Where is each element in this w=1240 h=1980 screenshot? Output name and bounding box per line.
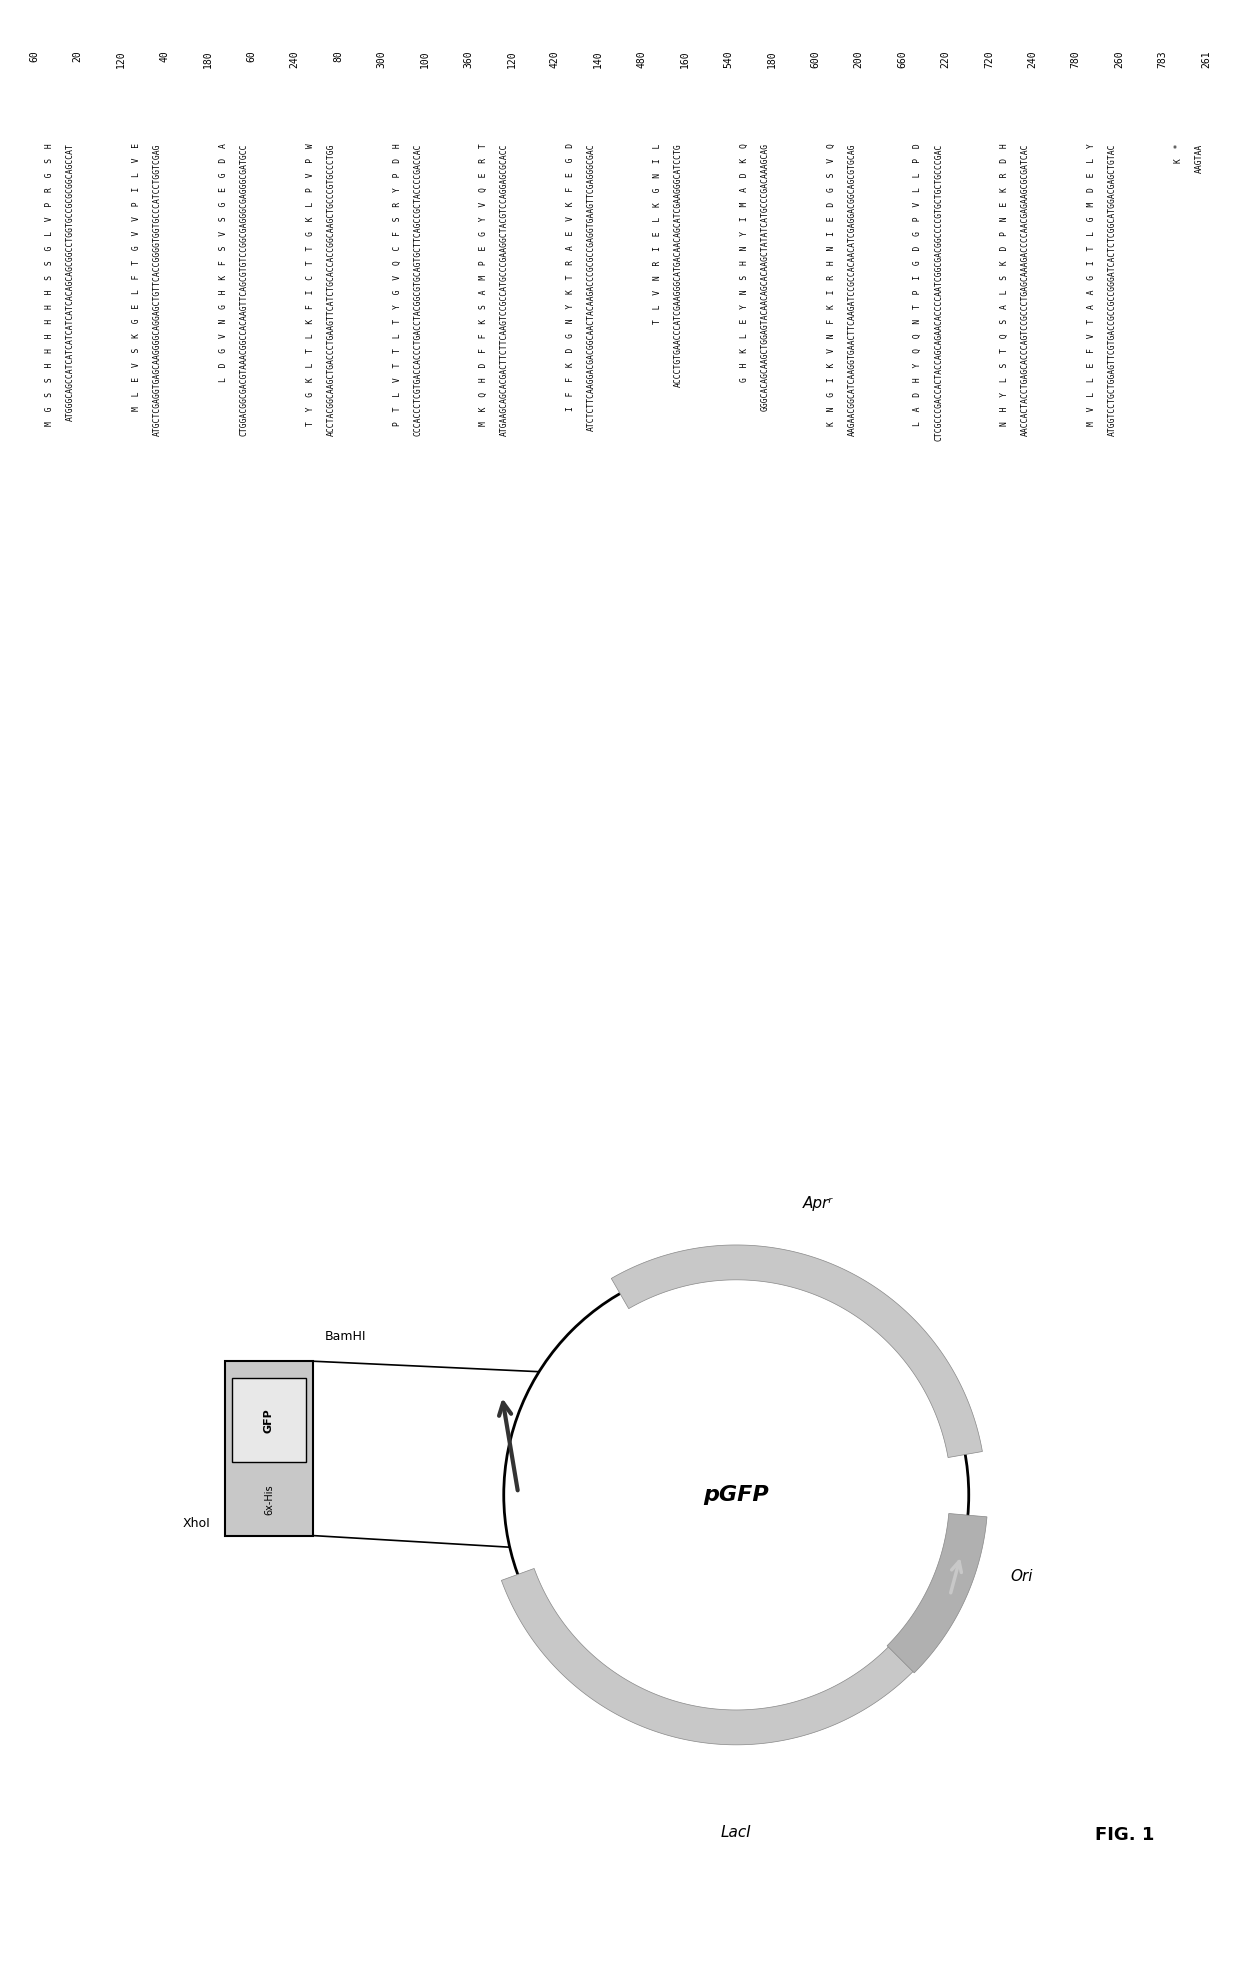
Polygon shape	[887, 1513, 987, 1673]
Text: 60: 60	[29, 51, 40, 63]
Text: AAGAACGGCATCAAGGTGAACTTCAAGATCCGCCACAACATCGAGGACGGCAGCGTGCAG: AAGAACGGCATCAAGGTGAACTTCAAGATCCGCCACAACA…	[847, 143, 857, 436]
Text: 720: 720	[983, 51, 994, 69]
Text: Ori: Ori	[1011, 1568, 1033, 1584]
Text: 120: 120	[115, 51, 126, 69]
Text: 780: 780	[1070, 51, 1081, 69]
Text: N  H  Y  L  S  T  Q  S  A  L  S  K  D  P  N  E  K  R  D  H: N H Y L S T Q S A L S K D P N E K R D H	[1001, 143, 1009, 426]
Bar	[224, 1360, 312, 1536]
Text: T  L  V  N  R  I  E  L  K  G  N  I  L: T L V N R I E L K G N I L	[653, 143, 662, 323]
Text: 783: 783	[1157, 51, 1168, 69]
Text: 360: 360	[463, 51, 474, 69]
Text: AAGTAA: AAGTAA	[1194, 143, 1204, 172]
Text: Aprʳ: Aprʳ	[802, 1196, 833, 1212]
Text: P  T  L  V  T  T  L  T  Y  G  V  Q  C  F  S  R  Y  P  D  H: P T L V T T L T Y G V Q C F S R Y P D H	[393, 143, 402, 426]
Text: ATCTCTTCAAGGACGACGGCAACTACAAGACCCGCGCCGAGGTGAAGTTCGAGGGCGAC: ATCTCTTCAAGGACGACGGCAACTACAAGACCCGCGCCGA…	[587, 143, 596, 432]
Text: G  H  K  L  E  Y  N  S  H  N  Y  I  M  A  D  K  Q: G H K L E Y N S H N Y I M A D K Q	[740, 143, 749, 382]
Text: K  N  G  I  K  V  N  F  K  I  R  H  N  I  E  D  G  S  V  Q: K N G I K V N F K I R H N I E D G S V Q	[827, 143, 836, 426]
Text: 6x-His: 6x-His	[264, 1485, 274, 1515]
Text: L  D  G  V  N  G  H  K  F  S  V  S  G  E  G  D  A: L D G V N G H K F S V S G E G D A	[219, 143, 228, 382]
Text: 80: 80	[332, 51, 343, 63]
Text: 220: 220	[940, 51, 951, 69]
Text: GGGCACAGCAAGCTGGAGTACAACAGCACAAGCTATATCATGCCCGACAAAGCAG: GGGCACAGCAAGCTGGAGTACAACAGCACAAGCTATATCA…	[760, 143, 770, 412]
Text: pGFP: pGFP	[703, 1485, 769, 1505]
Text: M  K  Q  H  D  F  F  K  S  A  M  P  E  G  Y  V  Q  E  R  T: M K Q H D F F K S A M P E G Y V Q E R T	[480, 143, 489, 426]
Text: GFP: GFP	[264, 1408, 274, 1434]
Text: 660: 660	[897, 51, 908, 69]
Text: M  V  L  L  E  F  V  T  A  A  G  I  T  L  G  M  D  E  L  Y: M V L L E F V T A A G I T L G M D E L Y	[1087, 143, 1096, 426]
Polygon shape	[611, 1245, 982, 1457]
Text: CTCGCCCGACCACTACCAGCAGAACACCCCAATCGGCGACGGCCCCGTGCTGCTGCCCGAC: CTCGCCCGACCACTACCAGCAGAACACCCCAATCGGCGAC…	[934, 143, 944, 442]
Text: L  A  D  H  Y  Q  Q  N  T  P  I  G  D  G  P  V  L  L  P  D: L A D H Y Q Q N T P I G D G P V L L P D	[914, 143, 923, 426]
Text: 180: 180	[766, 51, 777, 69]
Text: 600: 600	[810, 51, 821, 69]
Text: 60: 60	[246, 51, 257, 63]
Text: ATGAAGCAGCACGACTTCTTCAAGTCCGCCATGCCCGAAGGCTACGTCCAGGAGCGCACC: ATGAAGCAGCACGACTTCTTCAAGTCCGCCATGCCCGAAG…	[500, 143, 510, 436]
Text: BamHI: BamHI	[325, 1331, 366, 1342]
Text: 20: 20	[72, 51, 83, 63]
Text: K  *: K *	[1174, 143, 1183, 162]
Text: 261: 261	[1200, 51, 1211, 69]
Text: 240: 240	[1027, 51, 1038, 69]
Text: LacI: LacI	[720, 1826, 751, 1839]
Text: 120: 120	[506, 51, 517, 69]
Text: 240: 240	[289, 51, 300, 69]
Text: M  G  S  S  H  H  H  H  H  H  S  S  G  L  V  P  R  G  S  H: M G S S H H H H H H S S G L V P R G S H	[46, 143, 55, 426]
Text: FIG. 1: FIG. 1	[1095, 1826, 1154, 1843]
Text: CTGGACGGCGACGTAAACGGCCACAAGTTCAGCGTGTCCGGCGAGGGCGAGGGCGATGCC: CTGGACGGCGACGTAAACGGCCACAAGTTCAGCGTGTCCG…	[239, 143, 249, 436]
Text: XhoI: XhoI	[184, 1517, 211, 1531]
Text: 540: 540	[723, 51, 734, 69]
Text: ATGGTCCTGCTGGAGTTCGTGACCGCCGCCGGGATCACTCTCGGCATGGACGAGCTGTAC: ATGGTCCTGCTGGAGTTCGTGACCGCCGCCGGGATCACTC…	[1107, 143, 1117, 436]
Text: M  L  E  V  S  K  G  E  L  F  T  G  V  V  P  I  L  V  E: M L E V S K G E L F T G V V P I L V E	[133, 143, 141, 412]
Text: I  F  F  K  D  G  N  Y  K  T  R  A  E  V  K  F  E  G  D: I F F K D G N Y K T R A E V K F E G D	[567, 143, 575, 412]
Text: 40: 40	[159, 51, 170, 63]
Bar	[232, 1378, 306, 1463]
Text: AACCACTACCTGAGCACCCAGTCCGCCCTGAGCAAAGACCCCAACGAGAAGCGCGATCAC: AACCACTACCTGAGCACCCAGTCCGCCCTGAGCAAAGACC…	[1021, 143, 1030, 436]
Text: 100: 100	[419, 51, 430, 69]
Text: ATGCTCGAGGTGAGCAAGGGGCAGGAGCTGTTCACCGGGGTGGTGCCCATCCTGGTCGAG: ATGCTCGAGGTGAGCAAGGGGCAGGAGCTGTTCACCGGGG…	[153, 143, 162, 436]
Text: CCCACCCTCGTGACCACCCTGACCTACGGCGTGCAGTGCTTCAGCCGCTACCCCGACCAC: CCCACCCTCGTGACCACCCTGACCTACGGCGTGCAGTGCT…	[413, 143, 423, 436]
Text: 180: 180	[202, 51, 213, 69]
Text: 200: 200	[853, 51, 864, 69]
Text: T  Y  G  K  L  T  L  K  F  I  C  T  T  G  K  L  P  V  P  W: T Y G K L T L K F I C T T G K L P V P W	[306, 143, 315, 426]
Text: 480: 480	[636, 51, 647, 69]
Polygon shape	[501, 1550, 977, 1744]
Text: ATGGGCAGCCATCATCATCATCATCACAGCAGCGGCCTGGTGCCGCGCGGCAGCCAT: ATGGGCAGCCATCATCATCATCATCACAGCAGCGGCCTGG…	[66, 143, 76, 422]
Text: 300: 300	[376, 51, 387, 69]
Text: 140: 140	[593, 51, 604, 69]
Text: 420: 420	[549, 51, 560, 69]
Text: 260: 260	[1114, 51, 1125, 69]
Text: 160: 160	[680, 51, 691, 69]
Text: ACCCTGTGAACCCATCGAAGGGCATGACAACAGCATCGAAGGGCATCCTG: ACCCTGTGAACCCATCGAAGGGCATGACAACAGCATCGAA…	[673, 143, 683, 388]
Text: ACCTACGGCAAGCTGACCCTGAAGTTCATCTGCACCACCGGCAAGCTGCCCGTGCCCTGG: ACCTACGGCAAGCTGACCCTGAAGTTCATCTGCACCACCG…	[326, 143, 336, 436]
